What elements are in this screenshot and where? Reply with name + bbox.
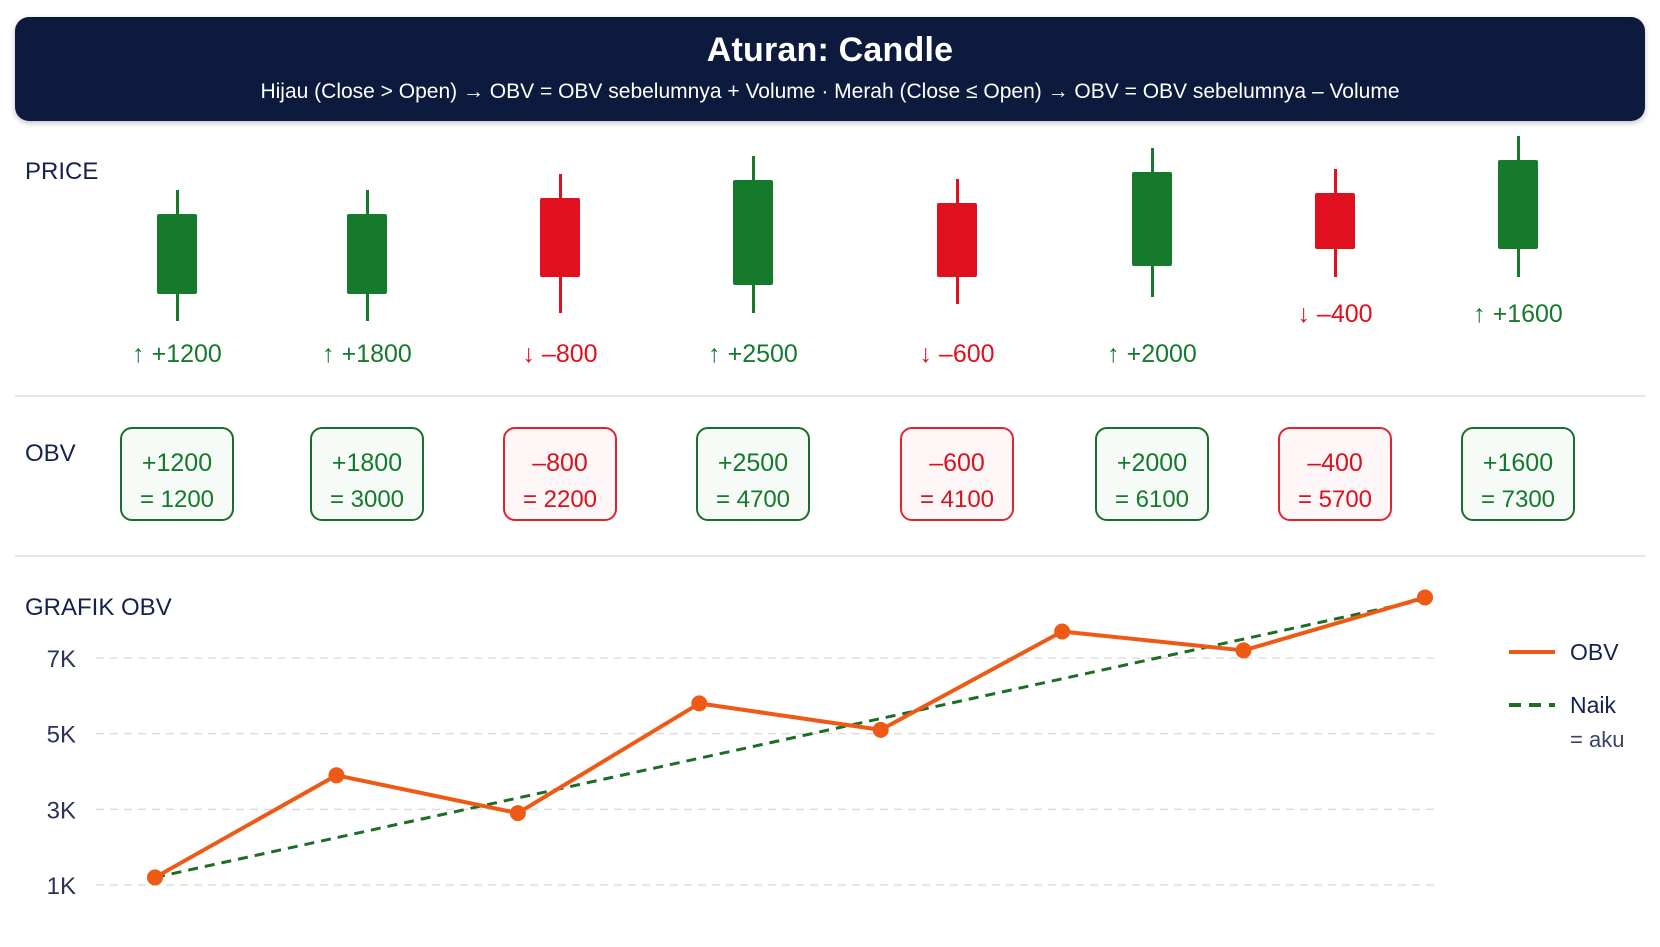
legend-label-obv: OBV: [1570, 639, 1619, 665]
obv-card-3: –800 = 2200: [503, 427, 617, 521]
obv-point: [1235, 642, 1252, 659]
candle-7: ↓ –400: [1275, 0, 1395, 390]
legend-label-naik: Naik: [1570, 692, 1617, 718]
candle-5: ↓ –600: [897, 0, 1017, 390]
obv-card-total: = 2200: [522, 486, 598, 513]
candle-3: ↓ –800: [500, 0, 620, 390]
y-tick-label: 1K: [47, 873, 76, 900]
obv-card-6: +2000 = 6100: [1095, 427, 1209, 521]
obv-card-7: –400 = 5700: [1278, 427, 1392, 521]
divider-price-obv: [15, 395, 1645, 397]
obv-card-delta: +1200: [141, 449, 213, 477]
candle-body: [347, 214, 387, 294]
candle-change-label: ↑ +1600: [1473, 300, 1563, 328]
obv-card-total: = 4100: [919, 486, 995, 513]
obv-card-total: = 7300: [1480, 486, 1556, 513]
candle-body: [937, 203, 977, 277]
y-tick-label: 7K: [47, 646, 76, 673]
candle-8: ↑ +1600: [1458, 0, 1578, 390]
obv-card-1: +1200 = 1200: [120, 427, 234, 521]
obv-card-8: +1600 = 7300: [1461, 427, 1575, 521]
obv-point: [509, 805, 526, 822]
obv-point: [147, 869, 163, 886]
obv-card-delta: –400: [1307, 449, 1363, 477]
candle-4: ↑ +2500: [693, 0, 813, 390]
candle-body: [1132, 172, 1172, 266]
candle-body: [1315, 193, 1355, 249]
obv-section-label: OBV: [25, 440, 76, 467]
obv-card-2: +1800 = 3000: [310, 427, 424, 521]
candle-body: [540, 198, 580, 277]
candle-change-label: ↑ +2500: [708, 340, 798, 368]
candle-change-label: ↑ +1800: [322, 340, 412, 368]
obv-point: [1054, 623, 1071, 640]
price-section-label: PRICE: [25, 158, 99, 185]
candle-body: [733, 180, 773, 285]
candle-1: ↑ +1200: [117, 0, 237, 390]
obv-card-delta: +1800: [331, 449, 403, 477]
obv-card-total: = 5700: [1297, 486, 1373, 513]
candle-body: [1498, 160, 1538, 249]
page-title: Aturan: Candle: [706, 31, 954, 69]
candle-body: [157, 214, 197, 294]
obv-line-chart: 1K 3K 5K 7K OBV Naik = aku: [47, 589, 1624, 900]
legend-note-naik: = aku: [1570, 727, 1624, 752]
rule-subtitle: Hijau (Close > Open) → OBV = OBV sebelum…: [260, 80, 1400, 103]
obv-card-total: = 1200: [139, 486, 215, 513]
divider-obv-chart: [15, 555, 1645, 557]
candle-change-label: ↑ +2000: [1107, 340, 1197, 368]
series-line-obv: [154, 595, 1426, 880]
candle-change-label: ↓ –800: [522, 340, 598, 368]
obv-card-delta: +2000: [1116, 449, 1188, 477]
candle-6: ↑ +2000: [1092, 0, 1212, 390]
obv-point: [328, 767, 345, 784]
obv-card-4: +2500 = 4700: [696, 427, 810, 521]
obv-card-delta: +1600: [1482, 449, 1554, 477]
y-tick-label: 5K: [47, 722, 76, 749]
obv-card-delta: +2500: [717, 449, 789, 477]
candle-change-label: ↑ +1200: [132, 340, 222, 368]
y-tick-label: 3K: [47, 797, 76, 824]
obv-point: [1417, 589, 1433, 606]
obv-card-total: = 6100: [1114, 486, 1190, 513]
chart-section-label: GRAFIK OBV: [25, 594, 172, 621]
header-banner: Aturan: Candle Hijau (Close > Open) → OB…: [15, 17, 1645, 121]
obv-card-delta: –800: [532, 449, 588, 477]
obv-card-delta: –600: [929, 449, 985, 477]
candle-change-label: ↓ –400: [1297, 300, 1373, 328]
obv-point: [691, 695, 708, 712]
obv-card-total: = 3000: [329, 486, 405, 513]
obv-card-5: –600 = 4100: [900, 427, 1014, 521]
series-line-naik: [154, 597, 1426, 879]
obv-card-total: = 4700: [715, 486, 791, 513]
candle-change-label: ↓ –600: [919, 340, 995, 368]
candle-2: ↑ +1800: [307, 0, 427, 390]
obv-point: [872, 721, 889, 738]
